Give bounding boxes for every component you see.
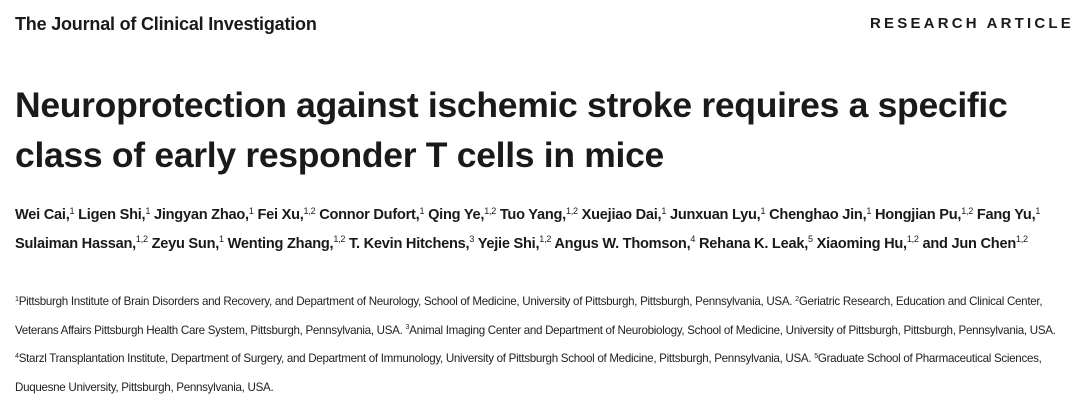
author: Xuejiao Dai,1: [581, 205, 667, 223]
author-name: Rehana K. Leak,: [699, 235, 809, 252]
affiliation-text: Graduate School of Pharmaceutical Scienc…: [15, 352, 1042, 394]
author-name: Fang Yu,: [976, 207, 1036, 223]
author-name: Qing Ye,: [428, 207, 485, 223]
affiliation-number: 1: [15, 293, 19, 303]
author-affiliation-mark: 1: [760, 205, 766, 216]
author: Wei Cai,1: [15, 205, 75, 223]
author-affiliation-mark: 1,2: [333, 234, 346, 245]
author-name: Chenghao Jin,: [769, 207, 867, 223]
author-name: Jingyan Zhao,: [153, 207, 249, 223]
affiliation-list: 1Pittsburgh Institute of Brain Disorders…: [15, 288, 1077, 401]
author-name: Wenting Zhang,: [227, 235, 334, 252]
author: and Jun Chen1,2: [922, 234, 1029, 252]
affiliation-number: 3: [405, 322, 410, 332]
author: Angus W. Thomson,4: [554, 234, 696, 252]
author: Sulaiman Hassan,1,2: [15, 234, 148, 252]
author-name: Ligen Shi,: [78, 207, 146, 223]
author-name: Zeyu Sun,: [151, 235, 220, 252]
affiliation: 5Graduate School of Pharmaceutical Scien…: [15, 350, 1042, 394]
author: T. Kevin Hitchens,3: [348, 234, 475, 252]
author: Wenting Zhang,1,2: [227, 234, 346, 252]
author-affiliation-mark: 1,2: [135, 234, 148, 245]
author-affiliation-mark: 3: [469, 234, 475, 245]
affiliation: 2Geriatric Research, Education and Clini…: [15, 293, 1043, 337]
affiliation: 1Pittsburgh Institute of Brain Disorders…: [15, 293, 793, 308]
author: Jingyan Zhao,1: [153, 205, 254, 223]
author: Connor Dufort,1: [319, 205, 425, 223]
affiliation-text: Starzl Transplantation Institute, Depart…: [18, 352, 812, 366]
author: Rehana K. Leak,5: [699, 234, 813, 252]
affiliation: 4Starzl Transplantation Institute, Depar…: [15, 350, 812, 366]
author: Qing Ye,1,2: [428, 205, 497, 223]
author: Yejie Shi,1,2: [477, 234, 552, 252]
affiliation-text: Geriatric Research, Education and Clinic…: [15, 295, 1043, 337]
author-affiliation-mark: 1: [69, 205, 75, 216]
author: Chenghao Jin,1: [769, 205, 872, 223]
author-affiliation-mark: 1,2: [906, 234, 919, 245]
article-title: Neuroprotection against ischemic stroke …: [15, 85, 1008, 175]
author-affiliation-mark: 1: [248, 205, 254, 216]
author-name: Connor Dufort,: [319, 207, 420, 223]
author: Ligen Shi,1: [78, 205, 151, 223]
affiliation-number: 5: [814, 350, 818, 360]
author-name: Junxuan Lyu,: [669, 207, 761, 223]
author-affiliation-mark: 1,2: [565, 205, 578, 216]
author-affiliation-mark: 1: [145, 205, 151, 216]
author-name: and Jun Chen: [922, 235, 1017, 252]
author-affiliation-mark: 1: [1035, 205, 1041, 216]
author-affiliation-mark: 5: [808, 234, 813, 245]
author: Hongjian Pu,1,2: [875, 205, 974, 223]
author-affiliation-mark: 4: [690, 234, 696, 245]
author-list: Wei Cai,1 Ligen Shi,1 Jingyan Zhao,1 Fei…: [15, 202, 1075, 259]
author: Zeyu Sun,1: [151, 234, 225, 252]
affiliation-text: Animal Imaging Center and Department of …: [409, 323, 1056, 337]
author: Tuo Yang,1,2: [499, 205, 578, 223]
author-name: Wei Cai,: [15, 207, 70, 223]
author-name: Sulaiman Hassan,: [15, 235, 136, 252]
affiliation-number: 4: [15, 350, 19, 360]
author: Junxuan Lyu,1: [669, 205, 766, 223]
author-affiliation-mark: 1,2: [961, 205, 974, 216]
author-affiliation-mark: 1,2: [1016, 234, 1028, 245]
author-affiliation-mark: 1,2: [484, 205, 497, 216]
affiliation-number: 2: [795, 293, 799, 303]
author-affiliation-mark: 1,2: [539, 234, 552, 245]
section-label: RESEARCH ARTICLE: [870, 15, 1074, 32]
author-affiliation-mark: 1: [219, 234, 224, 245]
author-name: Tuo Yang,: [499, 207, 566, 223]
author-name: Angus W. Thomson,: [554, 235, 691, 252]
author-affiliation-mark: 1: [661, 205, 667, 216]
author-affiliation-mark: 1,2: [303, 205, 316, 216]
author: Fei Xu,1,2: [257, 205, 316, 223]
author: Xiaoming Hu,1,2: [816, 234, 919, 252]
author-name: Fei Xu,: [257, 207, 304, 223]
affiliation: 3Animal Imaging Center and Department of…: [405, 322, 1056, 337]
author-affiliation-mark: 1: [419, 205, 425, 216]
author-name: Yejie Shi,: [477, 235, 540, 252]
affiliation-text: Pittsburgh Institute of Brain Disorders …: [18, 295, 793, 308]
author-name: T. Kevin Hitchens,: [348, 235, 470, 252]
author: Fang Yu,1: [976, 205, 1041, 223]
author-name: Xuejiao Dai,: [581, 207, 662, 223]
journal-name: The Journal of Clinical Investigation: [15, 14, 317, 34]
author-name: Hongjian Pu,: [875, 207, 962, 223]
author-name: Xiaoming Hu,: [816, 235, 908, 252]
author-affiliation-mark: 1: [866, 205, 872, 216]
